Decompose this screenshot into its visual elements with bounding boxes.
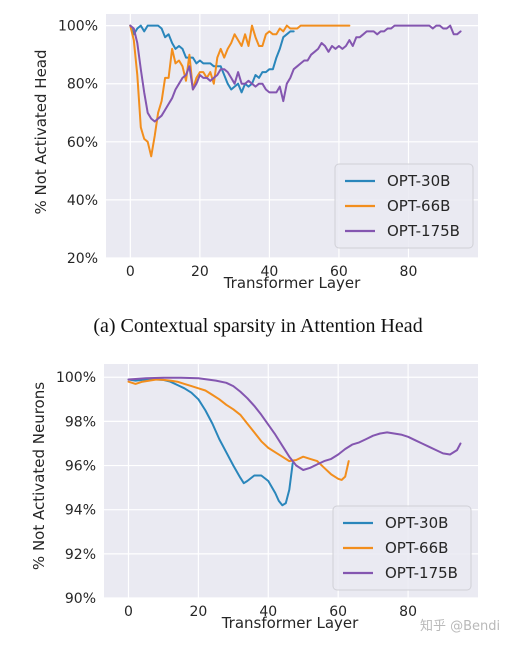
y-axis-label: % Not Activated Neurons — [30, 382, 48, 570]
y-tick-label: 92% — [65, 547, 96, 563]
legend-label: OPT-175B — [385, 564, 458, 582]
y-tick-label: 60% — [67, 135, 98, 151]
y-tick-label: 40% — [67, 193, 98, 209]
legend-label: OPT-66B — [385, 539, 448, 557]
x-tick-label: 60 — [330, 264, 348, 280]
y-tick-label: 20% — [67, 251, 98, 267]
series-line-opt-66b — [129, 24, 351, 158]
x-tick-label: 40 — [259, 604, 277, 620]
legend-label: OPT-66B — [387, 197, 450, 215]
series-lines — [129, 24, 462, 158]
chart-neurons: 90% 92% 94% 96% 98% 100% 0 20 40 60 80 Transformer… — [30, 364, 478, 632]
x-tick-label: 0 — [126, 264, 135, 280]
y-tick-label: 80% — [67, 77, 98, 93]
x-tick-label: 40 — [260, 264, 278, 280]
x-tick-label: 80 — [399, 604, 417, 620]
legend: OPT-30B OPT-66B OPT-175B — [334, 163, 474, 249]
chart-attention-head: 20% 40% 60% 80% 100% 0 20 40 60 80 Transformer La… — [32, 14, 478, 292]
y-tick-label: 98% — [65, 414, 96, 430]
x-tick-label: 20 — [191, 264, 209, 280]
legend-label: OPT-30B — [387, 172, 450, 190]
legend-box — [332, 505, 472, 591]
y-tick-label: 94% — [65, 503, 96, 519]
tick-labels: 20% 40% 60% 80% 100% 0 20 40 60 80 — [58, 19, 417, 280]
legend: OPT-30B OPT-66B OPT-175B — [332, 505, 472, 591]
legend-label: OPT-30B — [385, 514, 448, 532]
watermark: 知乎 @Bendi — [420, 618, 500, 634]
series-line-opt-66b — [127, 378, 350, 481]
tick-labels: 90% 92% 94% 96% 98% 100% 0 20 40 60 80 — [56, 370, 417, 620]
y-tick-label: 100% — [56, 370, 96, 386]
caption-a: (a) Contextual sparsity in Attention Hea… — [93, 315, 422, 337]
x-tick-label: 0 — [124, 604, 133, 620]
x-axis-label: Transformer Layer — [221, 614, 359, 632]
series-line-opt-175b — [127, 376, 462, 471]
legend-box — [334, 163, 474, 249]
series-lines — [127, 376, 462, 507]
series-line-opt-175b — [129, 24, 462, 123]
gridlines — [104, 364, 478, 599]
x-tick-label: 60 — [329, 604, 347, 620]
y-axis-label: % Not Activated Head — [32, 49, 50, 214]
y-tick-label: 100% — [58, 19, 98, 35]
y-tick-label: 96% — [65, 459, 96, 475]
y-tick-label: 90% — [65, 591, 96, 607]
x-tick-label: 80 — [400, 264, 418, 280]
x-tick-label: 20 — [189, 604, 207, 620]
x-axis-label: Transformer Layer — [223, 274, 361, 292]
series-line-opt-30b — [129, 24, 295, 94]
legend-label: OPT-175B — [387, 222, 460, 240]
